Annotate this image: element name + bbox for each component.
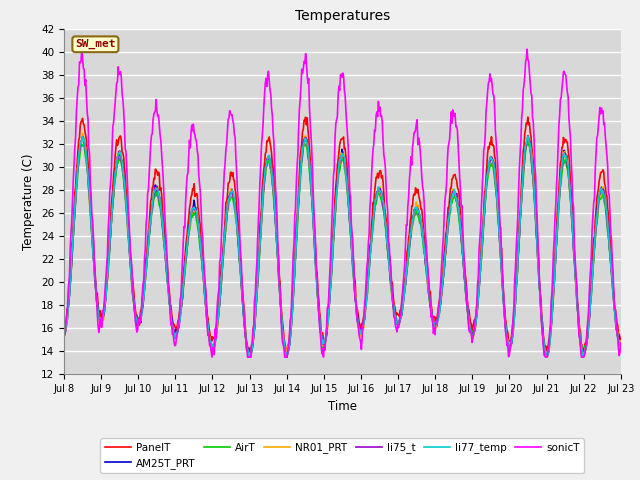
AM25T_PRT <box>184 238 192 243</box>
PanelT <box>127 263 135 268</box>
PanelT <box>579 351 587 357</box>
AM25T_PRT <box>214 321 221 327</box>
NR01_PRT <box>428 314 436 320</box>
AirT <box>214 324 221 330</box>
AirT <box>184 241 192 247</box>
sonicT <box>214 292 222 298</box>
li77_temp <box>410 208 418 214</box>
NR01_PRT <box>79 130 86 136</box>
li75_t <box>428 305 435 311</box>
AM25T_PRT <box>127 271 135 276</box>
li75_t <box>70 217 78 223</box>
Title: Temperatures: Temperatures <box>295 10 390 24</box>
sonicT <box>60 326 68 332</box>
AM25T_PRT <box>428 307 435 312</box>
AirT <box>617 344 625 350</box>
AM25T_PRT <box>246 354 253 360</box>
AM25T_PRT <box>411 206 419 212</box>
sonicT <box>428 312 436 318</box>
Line: li75_t: li75_t <box>64 136 621 357</box>
li75_t <box>524 133 532 139</box>
sonicT <box>412 127 419 133</box>
li75_t <box>184 236 192 242</box>
li77_temp <box>60 329 68 335</box>
PanelT <box>70 207 78 213</box>
li75_t <box>60 328 68 334</box>
AirT <box>525 139 532 144</box>
AM25T_PRT <box>525 135 532 141</box>
AM25T_PRT <box>70 221 78 227</box>
AirT <box>245 354 253 360</box>
PanelT <box>524 114 532 120</box>
NR01_PRT <box>283 354 291 360</box>
Legend: PanelT, AM25T_PRT, AirT, NR01_PRT, li75_t, li77_temp, sonicT: PanelT, AM25T_PRT, AirT, NR01_PRT, li75_… <box>100 438 584 473</box>
AirT <box>60 325 68 331</box>
PanelT <box>184 222 192 228</box>
PanelT <box>617 336 625 342</box>
X-axis label: Time: Time <box>328 400 357 413</box>
NR01_PRT <box>185 226 193 232</box>
AirT <box>127 276 135 282</box>
Y-axis label: Temperature (C): Temperature (C) <box>22 153 35 250</box>
sonicT <box>70 162 78 168</box>
NR01_PRT <box>128 280 136 286</box>
sonicT <box>185 154 193 159</box>
li77_temp <box>426 300 434 305</box>
PanelT <box>426 289 434 295</box>
li77_temp <box>524 133 532 139</box>
li77_temp <box>70 216 78 222</box>
NR01_PRT <box>617 344 625 350</box>
li77_temp <box>214 321 221 327</box>
PanelT <box>214 313 221 319</box>
li77_temp <box>127 275 135 280</box>
Line: sonicT: sonicT <box>64 48 621 357</box>
li77_temp <box>184 234 192 240</box>
Line: li77_temp: li77_temp <box>64 136 621 357</box>
NR01_PRT <box>214 318 222 324</box>
li75_t <box>617 343 625 348</box>
Line: AM25T_PRT: AM25T_PRT <box>64 138 621 357</box>
NR01_PRT <box>412 206 419 212</box>
li75_t <box>245 354 253 360</box>
AM25T_PRT <box>60 329 68 335</box>
Text: SW_met: SW_met <box>75 39 116 49</box>
li75_t <box>411 207 419 213</box>
sonicT <box>128 271 136 276</box>
li75_t <box>214 322 221 327</box>
AirT <box>428 307 435 313</box>
AirT <box>70 219 78 225</box>
li77_temp <box>580 354 588 360</box>
Line: NR01_PRT: NR01_PRT <box>64 133 621 357</box>
NR01_PRT <box>70 218 78 224</box>
AM25T_PRT <box>617 342 625 348</box>
li77_temp <box>617 343 625 349</box>
sonicT <box>617 340 625 346</box>
PanelT <box>60 318 68 324</box>
PanelT <box>410 191 418 197</box>
sonicT <box>78 46 86 51</box>
Line: AirT: AirT <box>64 142 621 357</box>
li75_t <box>127 273 135 279</box>
AirT <box>411 212 419 218</box>
NR01_PRT <box>60 328 68 334</box>
Line: PanelT: PanelT <box>64 117 621 354</box>
sonicT <box>244 354 252 360</box>
